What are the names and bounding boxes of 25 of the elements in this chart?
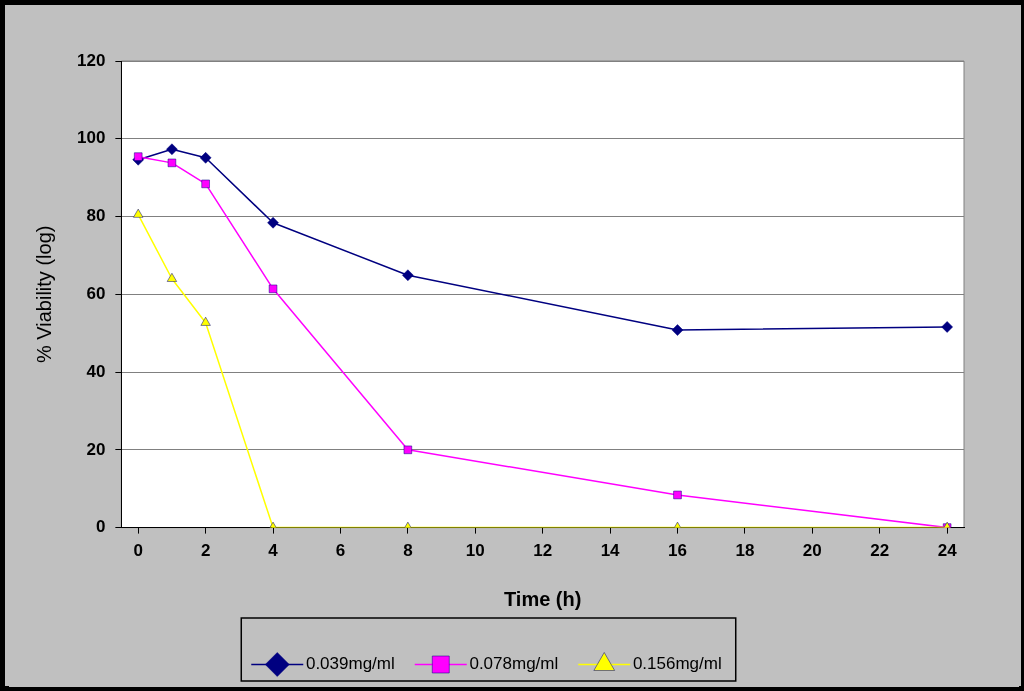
x-tick-label: 22 (870, 541, 890, 561)
y-axis-title: % Viability (log) (32, 225, 55, 364)
x-tick-label: 20 (802, 541, 822, 561)
y-tick-label: 40 (86, 361, 106, 381)
y-tick-label: 80 (86, 206, 106, 226)
y-tick-label: 100 (76, 128, 106, 148)
y-tick-label: 20 (86, 439, 106, 459)
legend-label: 0.039mg/ml (291, 654, 395, 674)
x-tick-label: 18 (735, 541, 755, 561)
x-axis-title: Time (h) (503, 587, 582, 610)
x-tick-label: 4 (268, 541, 279, 561)
y-tick-label: 120 (76, 50, 106, 70)
x-tick-label: 16 (668, 541, 687, 561)
x-tick-label: 14 (600, 541, 621, 561)
x-tick-label: 6 (335, 541, 346, 561)
x-tick-label: 2 (200, 541, 211, 561)
y-tick-label: 0 (95, 517, 106, 537)
legend-label: 0.078mg/ml (455, 654, 559, 674)
legend-label: 0.156mg/ml (618, 654, 722, 674)
y-tick-label: 60 (86, 283, 106, 303)
x-tick-label: 10 (465, 541, 485, 561)
x-tick-label: 24 (937, 541, 958, 561)
x-tick-label: 8 (403, 541, 413, 561)
x-tick-label: 12 (533, 541, 553, 561)
x-tick-label: 0 (133, 541, 143, 561)
